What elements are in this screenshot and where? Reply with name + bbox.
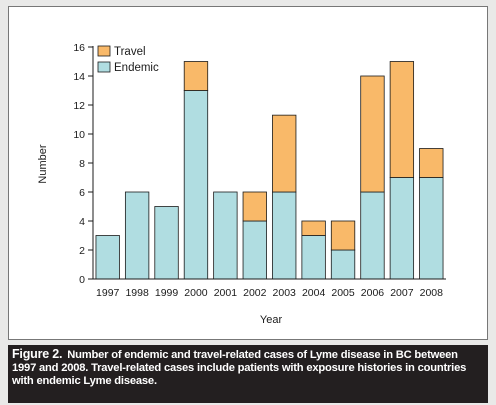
bar-endemic-2001: [213, 191, 238, 280]
bar-endemic-2002: [242, 220, 267, 280]
caption-label: Figure 2.: [12, 347, 63, 361]
bar-endemic-2008: [419, 177, 444, 280]
bar-endemic-1998: [124, 191, 150, 280]
bar-travel-2005: [330, 220, 356, 251]
bar-travel-2004: [301, 220, 326, 236]
bar-travel-2006: [360, 75, 385, 193]
y-axis-title: Number: [37, 144, 49, 183]
x-tick-label: 2007: [390, 287, 414, 299]
y-tick-label: 16: [73, 42, 85, 54]
bars-group: [95, 61, 444, 280]
stacked-bar-chart: 0 2 4 6 8 10 12 14 16 1997 1998 1999 2000 2001 2002 20…: [37, 42, 446, 326]
y-ticks-group: 0 2 4 6 8 10 12 14 16: [73, 42, 93, 286]
bar-endemic-2006: [360, 191, 385, 280]
x-tick-label: 2006: [361, 287, 385, 299]
y-tick-label: 10: [73, 129, 85, 141]
x-tick-label: 2003: [273, 287, 297, 299]
bar-endemic-2007: [389, 177, 415, 280]
legend-swatch-endemic: [97, 61, 111, 73]
legend: Travel Endemic: [97, 45, 159, 74]
y-tick-label: 14: [73, 71, 85, 83]
bar-endemic-2004: [301, 235, 326, 280]
y-tick-label: 2: [79, 245, 85, 257]
x-axis-title: Year: [260, 314, 283, 326]
bar-travel-2002: [242, 191, 267, 222]
legend-swatch-travel: [97, 45, 111, 57]
y-tick-label: 4: [79, 216, 85, 228]
figure-caption: Figure 2. Number of endemic and travel-r…: [8, 345, 488, 403]
y-tick-label: 6: [79, 187, 85, 199]
y-tick-label: 12: [73, 100, 85, 112]
x-tick-label: 1999: [155, 287, 179, 299]
bar-travel-2008: [419, 148, 444, 178]
x-tick-label: 2004: [302, 287, 326, 299]
bar-endemic-1997: [95, 235, 120, 280]
bar-endemic-2005: [330, 249, 356, 280]
y-tick-label: 8: [79, 158, 85, 170]
x-labels-group: 1997 1998 1999 2000 2001 2002 2003 2004 2005 2006…: [96, 287, 443, 299]
x-tick-label: 2001: [214, 287, 238, 299]
legend-label-travel: Travel: [114, 46, 146, 58]
bar-travel-2007: [389, 61, 415, 178]
bar-endemic-1999: [154, 206, 179, 280]
bar-endemic-2003: [272, 191, 297, 280]
x-tick-label: 1998: [125, 287, 149, 299]
x-tick-label: 1997: [96, 287, 120, 299]
bar-travel-2003: [272, 114, 297, 193]
bar-travel-2000: [183, 61, 209, 91]
bar-endemic-2000: [183, 90, 209, 280]
x-tick-label: 2000: [184, 287, 208, 299]
caption-text: Number of endemic and travel-related cas…: [12, 349, 467, 387]
x-tick-label: 2008: [420, 287, 444, 299]
x-tick-label: 2005: [331, 287, 355, 299]
y-tick-label: 0: [79, 274, 85, 286]
legend-label-endemic: Endemic: [114, 62, 159, 74]
x-tick-label: 2002: [243, 287, 267, 299]
